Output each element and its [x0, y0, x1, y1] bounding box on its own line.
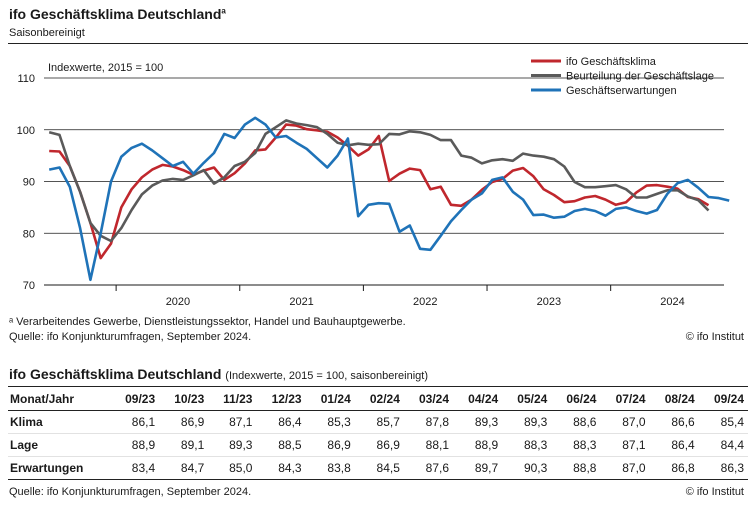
table-column-header: 09/23	[110, 388, 160, 411]
table-cell: 88,3	[551, 433, 601, 457]
table-cell: 85,7	[354, 410, 404, 434]
table-cell: 86,4	[649, 433, 699, 457]
x-tick-label-2023: 2023	[537, 296, 561, 308]
table-cell: 85,4	[698, 410, 748, 434]
table-column-header: 02/24	[354, 388, 404, 411]
chart-axis: 70 80 90 100 110 2020 2021 2022 2023 2024	[17, 73, 724, 308]
table-cell: 89,7	[453, 456, 503, 480]
table-cell: 87,8	[403, 410, 454, 434]
table-cell: 89,1	[159, 433, 209, 457]
table-cell: 88,6	[551, 410, 601, 434]
table-column-header: 09/24	[698, 388, 748, 411]
table-row-label: Lage	[8, 433, 110, 457]
table-column-header: 03/24	[403, 388, 454, 411]
chart-footnote: ᵃ Verarbeitendes Gewerbe, Dienstleistung…	[9, 316, 406, 328]
table-cell: 88,8	[551, 456, 601, 480]
table-cell: 89,3	[453, 410, 503, 434]
chart-grid	[44, 77, 724, 234]
table-cell: 86,9	[159, 410, 209, 434]
series-line-1	[48, 119, 710, 243]
table-cell: 88,9	[453, 433, 503, 457]
y-tick-label: 110	[17, 73, 35, 85]
y-tick-label: 80	[23, 228, 35, 240]
series-line-0	[49, 123, 710, 260]
table-column-header: 07/24	[600, 388, 650, 411]
chart-source: Quelle: ifo Konjunkturumfragen, Septembe…	[9, 331, 252, 343]
chart-legend: ifo Geschäftsklima Beurteilung der Geschä…	[531, 56, 714, 97]
table-column-header: 01/24	[305, 388, 355, 411]
y-tick-label: 100	[17, 125, 35, 137]
table-corner-header: Monat/Jahr	[8, 388, 110, 411]
table-cell: 88,9	[110, 433, 160, 457]
unit-label: Indexwerte, 2015 = 100	[48, 62, 163, 74]
legend-label-2: Geschäftserwartungen	[566, 85, 677, 97]
x-tick-label-2022: 2022	[413, 296, 437, 308]
table-row: Klima 86,1 86,9 87,1 86,4 85,3 85,7 87,8 89,3 89,…	[8, 410, 748, 434]
table-cell: 84,3	[256, 456, 306, 480]
table-cell: 86,4	[256, 410, 306, 434]
table-row: Lage 88,9 89,1 89,3 88,5 86,9 86,9 88,1 88,9 88,3…	[8, 433, 748, 457]
table-title: ifo Geschäftsklima Deutschland (Indexwer…	[9, 366, 429, 382]
table-cell: 85,0	[208, 456, 257, 480]
table-cell: 85,3	[305, 410, 355, 434]
table-cell: 88,3	[502, 433, 552, 457]
table-cell: 84,7	[159, 456, 209, 480]
table-column-header: 08/24	[649, 388, 699, 411]
line-chart: 70 80 90 100 110 2020 2021 2022 2023 2024 Indexwe…	[17, 56, 730, 308]
table-cell: 86,1	[110, 410, 160, 434]
y-tick-label: 90	[23, 177, 35, 189]
table-cell: 90,3	[502, 456, 552, 480]
table-subtitle: (Indexwerte, 2015 = 100, saisonbereinigt…	[225, 370, 429, 382]
table-cell: 87,0	[600, 410, 650, 434]
table-cell: 86,3	[698, 456, 748, 480]
table-cell: 84,4	[698, 433, 748, 457]
table-cell: 83,4	[110, 456, 160, 480]
table-cell: 86,9	[354, 433, 404, 457]
table-cell: 84,5	[354, 456, 404, 480]
table-column-header: 06/24	[551, 388, 601, 411]
x-tick-label-2024: 2024	[660, 296, 684, 308]
table-copyright: © ifo Institut	[685, 486, 744, 498]
legend-label-0: ifo Geschäftsklima	[566, 56, 657, 68]
table-column-header: 05/24	[502, 388, 552, 411]
table-column-header: 10/23	[159, 388, 209, 411]
table-cell: 86,8	[649, 456, 699, 480]
data-table: Monat/Jahr 09/23 10/23 11/23 12/23 01/24 02/24…	[8, 388, 748, 480]
table-rule	[8, 386, 748, 387]
table-cell: 88,1	[403, 433, 454, 457]
table-cell: 87,1	[208, 410, 257, 434]
x-tick-label-2020: 2020	[166, 296, 190, 308]
table-cell: 87,1	[600, 433, 650, 457]
legend-label-1: Beurteilung der Geschäftslage	[566, 71, 714, 83]
table-column-header: 04/24	[453, 388, 503, 411]
chart-title: ifo Geschäftsklima Deutschlanda	[9, 6, 226, 22]
y-tick-label: 70	[23, 280, 35, 292]
table-column-header: 11/23	[208, 388, 257, 411]
table-cell: 87,6	[403, 456, 454, 480]
table-column-header: 12/23	[256, 388, 306, 411]
table-row-label: Erwartungen	[8, 456, 110, 480]
x-tick-label-2021: 2021	[289, 296, 313, 308]
series-line-2	[48, 116, 730, 282]
table-body: Klima 86,1 86,9 87,1 86,4 85,3 85,7 87,8 89,3 89,…	[8, 410, 748, 480]
table-row: Erwartungen 83,4 84,7 85,0 84,3 83,8 84,5 87,6 8…	[8, 456, 748, 480]
table-cell: 87,0	[600, 456, 650, 480]
header-rule	[8, 43, 748, 44]
table-cell: 89,3	[502, 410, 552, 434]
table-cell: 88,5	[256, 433, 306, 457]
chart-series	[48, 116, 730, 282]
chart-copyright: © ifo Institut	[685, 331, 744, 343]
table-cell: 89,3	[208, 433, 257, 457]
chart-subtitle: Saisonbereinigt	[9, 27, 85, 39]
table-cell: 86,6	[649, 410, 699, 434]
table-row-label: Klima	[8, 410, 110, 434]
title-footnote-marker: a	[221, 6, 226, 16]
table-cell: 83,8	[305, 456, 355, 480]
table-header-row: Monat/Jahr 09/23 10/23 11/23 12/23 01/24 02/24…	[8, 388, 748, 411]
table-source: Quelle: ifo Konjunkturumfragen, Septembe…	[9, 486, 252, 498]
table-cell: 86,9	[305, 433, 355, 457]
